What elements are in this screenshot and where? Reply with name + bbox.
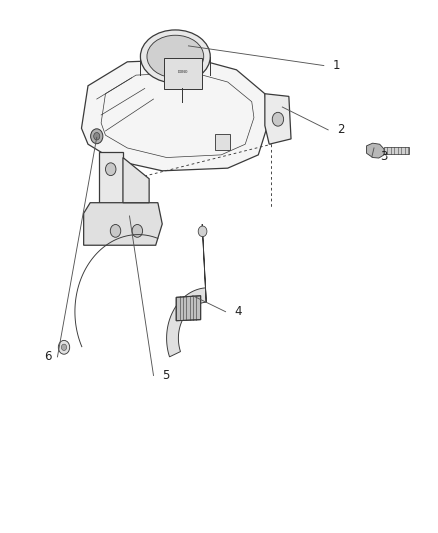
Text: 5: 5: [162, 369, 170, 382]
Text: 1: 1: [332, 59, 340, 72]
Circle shape: [94, 133, 100, 140]
Polygon shape: [176, 296, 201, 321]
Polygon shape: [202, 224, 206, 302]
Circle shape: [198, 226, 207, 237]
Polygon shape: [265, 94, 291, 144]
Text: 3: 3: [381, 150, 388, 164]
Polygon shape: [384, 148, 409, 154]
Text: DONO: DONO: [178, 70, 188, 74]
Polygon shape: [81, 59, 269, 171]
FancyBboxPatch shape: [163, 58, 202, 90]
Bar: [215, 134, 230, 150]
Text: 2: 2: [337, 123, 344, 136]
Text: 4: 4: [234, 305, 242, 318]
Circle shape: [272, 112, 284, 126]
Polygon shape: [367, 143, 384, 158]
Ellipse shape: [141, 30, 210, 83]
Circle shape: [132, 224, 143, 237]
Polygon shape: [84, 203, 162, 245]
Polygon shape: [99, 152, 123, 205]
Circle shape: [58, 341, 70, 354]
Circle shape: [61, 344, 67, 351]
Circle shape: [106, 163, 116, 175]
Circle shape: [110, 224, 121, 237]
Circle shape: [91, 129, 103, 144]
Polygon shape: [123, 158, 149, 203]
Text: 6: 6: [44, 350, 52, 364]
Polygon shape: [166, 288, 206, 357]
Ellipse shape: [147, 35, 204, 78]
